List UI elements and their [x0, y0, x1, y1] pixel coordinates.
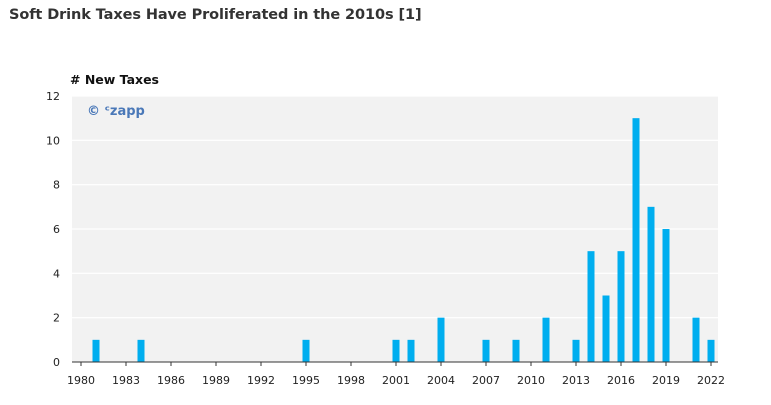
- bar: [407, 339, 415, 362]
- bar: [632, 118, 640, 363]
- bar: [137, 339, 145, 362]
- bar: [662, 229, 670, 362]
- x-tick-label: 2013: [562, 374, 590, 387]
- bar: [92, 339, 100, 362]
- x-tick-label: 2001: [382, 374, 410, 387]
- bar: [572, 339, 580, 362]
- bar: [482, 339, 490, 362]
- y-axis-label: # New Taxes: [70, 72, 159, 87]
- bar: [587, 251, 595, 362]
- bar: [512, 339, 520, 362]
- x-tick-label: 1992: [247, 374, 275, 387]
- bar: [602, 295, 610, 362]
- y-tick-label: 6: [53, 223, 60, 236]
- czapp-watermark: © ᶜzapp: [87, 104, 145, 119]
- bar: [707, 339, 715, 362]
- x-tick-label: 2019: [652, 374, 680, 387]
- x-tick-label: 1986: [157, 374, 185, 387]
- bar: [692, 317, 700, 362]
- bar: [392, 339, 400, 362]
- bar: [617, 251, 625, 362]
- x-tick-label: 1995: [292, 374, 320, 387]
- x-tick-label: 1983: [112, 374, 140, 387]
- bar: [647, 206, 655, 362]
- y-tick-label: 4: [53, 267, 60, 280]
- chart-title: Soft Drink Taxes Have Proliferated in th…: [9, 7, 422, 23]
- y-tick-label: 12: [46, 90, 60, 103]
- x-tick-label: 1980: [67, 374, 95, 387]
- x-tick-label: 1989: [202, 374, 230, 387]
- x-tick-label: 2007: [472, 374, 500, 387]
- y-tick-label: 10: [46, 134, 60, 147]
- x-tick-label: 2010: [517, 374, 545, 387]
- y-tick-label: 2: [53, 312, 60, 325]
- y-tick-label: 8: [53, 179, 60, 192]
- x-tick-label: 2016: [607, 374, 635, 387]
- bar: [302, 339, 310, 362]
- x-tick-label: 1998: [337, 374, 365, 387]
- bar: [542, 317, 550, 362]
- x-tick-label: 2004: [427, 374, 455, 387]
- x-tick-label: 2022: [697, 374, 725, 387]
- bar: [437, 317, 445, 362]
- y-tick-label: 0: [53, 356, 60, 369]
